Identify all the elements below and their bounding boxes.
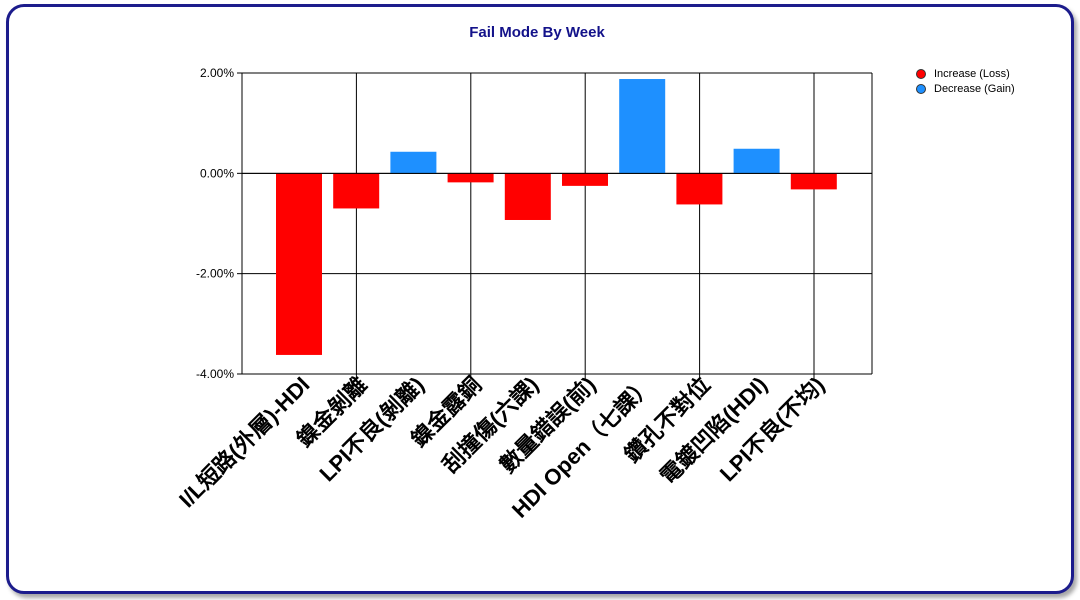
legend-item-increase: Increase (Loss) (916, 66, 1015, 81)
bar-9 (733, 148, 780, 174)
bar-1 (276, 173, 322, 355)
x-tick-label: I/L短路(外層)-HDI (174, 372, 314, 512)
legend: Increase (Loss) Decrease (Gain) (916, 66, 1015, 96)
chart-title: Fail Mode By Week (469, 24, 605, 41)
bar-10 (790, 173, 837, 190)
bar-4 (447, 173, 494, 183)
bar-5 (504, 173, 551, 220)
legend-label-decrease: Decrease (Gain) (934, 82, 1015, 95)
legend-item-decrease: Decrease (Gain) (916, 81, 1015, 96)
y-tick-label: 0.00% (200, 166, 234, 180)
legend-marker-decrease (916, 83, 926, 94)
bar-6 (562, 173, 608, 186)
y-tick-label: -4.00% (196, 367, 234, 381)
y-tick-label: -2.00% (196, 267, 234, 281)
bar-2 (333, 173, 380, 209)
legend-label-increase: Increase (Loss) (934, 67, 1010, 80)
legend-marker-increase (916, 68, 926, 79)
chart-frame (6, 4, 1074, 594)
y-tick-label: 2.00% (200, 66, 234, 80)
bar-3 (390, 151, 437, 174)
bar-8 (676, 173, 723, 205)
bar-7 (619, 79, 666, 174)
